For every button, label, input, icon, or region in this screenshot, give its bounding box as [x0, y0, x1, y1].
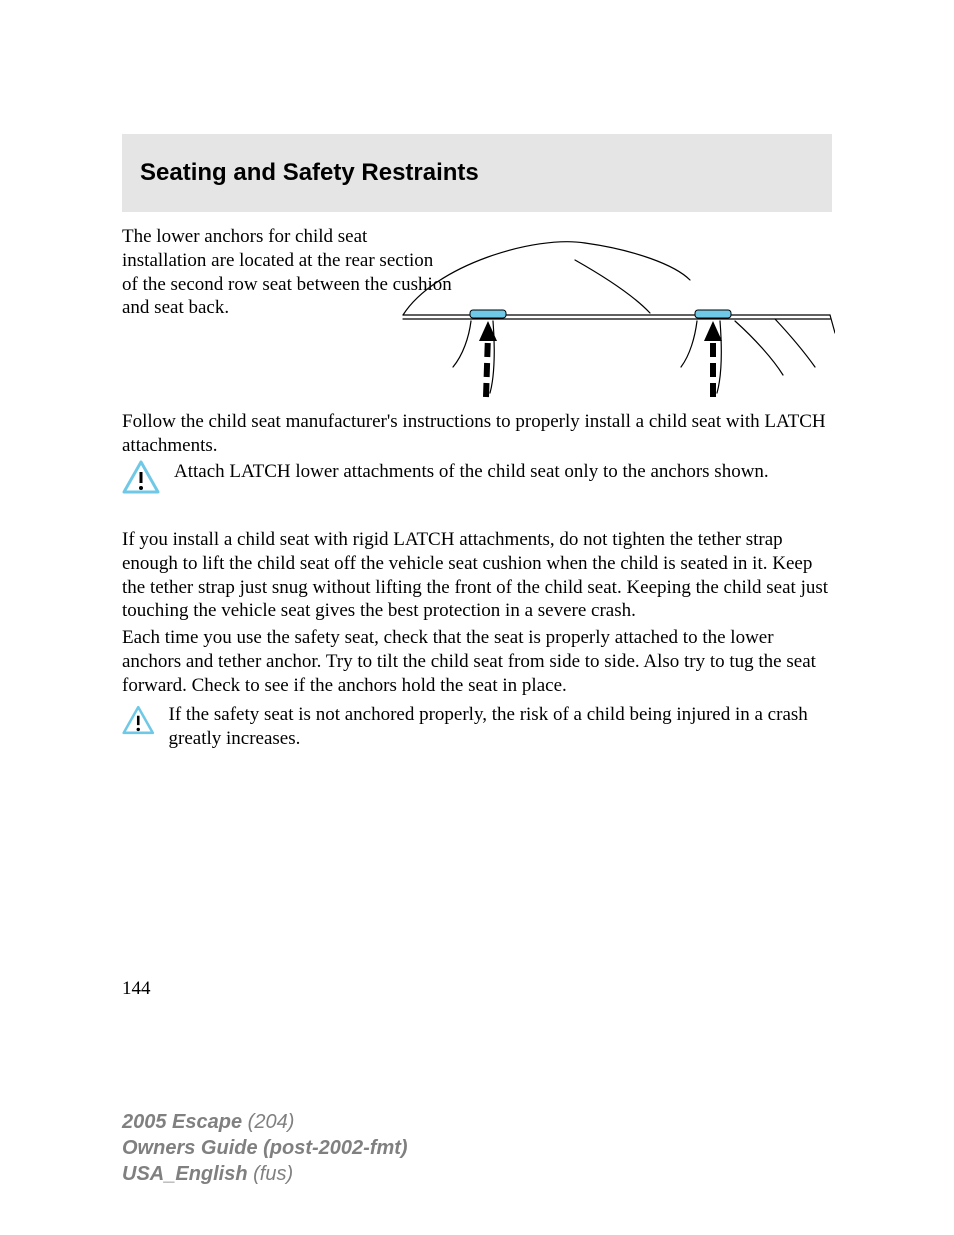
footer-guide: Owners Guide (post-2002-fmt) [122, 1137, 408, 1159]
footer-line-3: USA_English (fus) [122, 1161, 408, 1187]
warning-icon [122, 703, 155, 737]
section-header-band: Seating and Safety Restraints [122, 134, 832, 212]
warning-risk: If the safety seat is not anchored prope… [122, 703, 832, 751]
footer-block: 2005 Escape (204) Owners Guide (post-200… [122, 1109, 408, 1187]
footer-line-2: Owners Guide (post-2002-fmt) [122, 1135, 408, 1161]
warning-attach: Attach LATCH lower attachments of the ch… [122, 460, 832, 494]
warning-risk-text: If the safety seat is not anchored prope… [169, 703, 833, 751]
rigid-paragraph: If you install a child seat with rigid L… [122, 528, 832, 623]
latch-anchor-diagram [375, 225, 835, 405]
follow-paragraph: Follow the child seat manufacturer's ins… [122, 410, 832, 458]
footer-code: (204) [248, 1111, 295, 1133]
footer-lang: USA_English [122, 1163, 248, 1185]
diagram-svg [375, 225, 835, 405]
warning-icon [122, 460, 160, 494]
footer-lang-code: (fus) [253, 1163, 293, 1185]
check-paragraph: Each time you use the safety seat, check… [122, 626, 832, 697]
page-number: 144 [122, 978, 151, 1000]
manual-page: Seating and Safety Restraints The lower … [0, 0, 954, 1235]
warning-attach-text: Attach LATCH lower attachments of the ch… [174, 460, 769, 484]
anchor-bar-right [695, 310, 731, 318]
anchor-bar-left [470, 310, 506, 318]
section-title: Seating and Safety Restraints [140, 159, 479, 187]
footer-line-1: 2005 Escape (204) [122, 1109, 408, 1135]
footer-model: 2005 Escape [122, 1111, 242, 1133]
